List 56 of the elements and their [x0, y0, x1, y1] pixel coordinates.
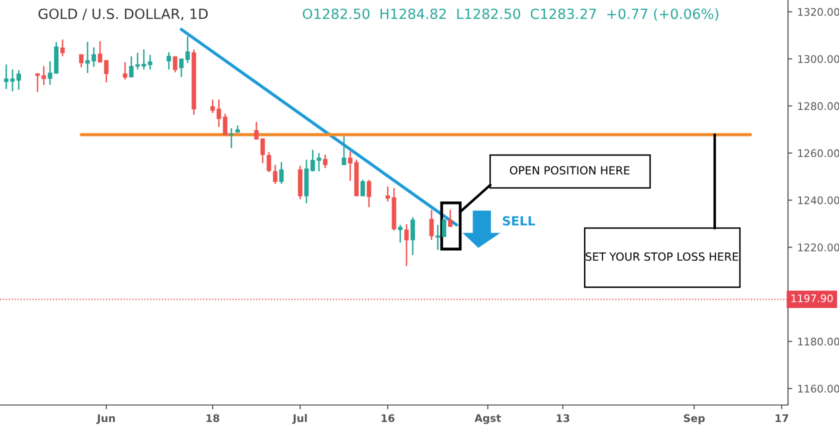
- candlestick: [166, 52, 172, 70]
- candlestick: [60, 38, 65, 57]
- candlestick: [366, 179, 372, 208]
- candlestick: [322, 154, 328, 169]
- candlestick: [10, 68, 15, 92]
- y-tick-label: 1260.00: [798, 149, 839, 158]
- candlestick: [172, 56, 178, 73]
- candlestick: [185, 36, 190, 64]
- candlestick: [442, 218, 446, 238]
- text: GOLD / U.S. DOLLAR, 1D: [38, 8, 208, 20]
- candlestick: [360, 179, 365, 197]
- candlestick: [4, 64, 8, 90]
- candlestick: [42, 65, 46, 86]
- candlestick: [16, 69, 21, 90]
- candlestick: [386, 186, 390, 202]
- candlestick: [266, 151, 272, 173]
- ref-line-label: 1197.90: [792, 294, 833, 302]
- candlestick: [35, 72, 40, 93]
- candlestick: [254, 121, 259, 140]
- y-tick-label: 1280.00: [798, 102, 839, 110]
- candlestick: [342, 136, 346, 166]
- y-tick-label: 1160.00: [798, 384, 839, 393]
- candlestick: [229, 127, 234, 149]
- x-tick-label: Sep: [684, 414, 705, 424]
- candlestick: [148, 54, 152, 70]
- y-tick-label: 1320.00: [798, 8, 839, 16]
- candlestick: [222, 113, 228, 136]
- x-tick-label: 18: [206, 414, 220, 422]
- candlestick: [398, 224, 402, 244]
- x-tick-label: Jul: [292, 414, 307, 424]
- x-tick-label: 13: [556, 414, 570, 422]
- annotation: OPEN POSITION HERE: [510, 166, 630, 175]
- candlestick: [348, 150, 352, 182]
- text: O1282.50 H1284.82 L1282.50 C1283.27 +0.77 (+0.06%): [302, 8, 718, 21]
- y-tick-label: 1300.00: [798, 55, 839, 63]
- candlestick: [272, 164, 278, 185]
- y-tick-label: 1220.00: [798, 243, 839, 252]
- candlestick: [410, 216, 415, 256]
- x-tick-label: 16: [382, 414, 394, 422]
- x-tick-label: Agst: [474, 414, 501, 424]
- candlestick: [260, 138, 265, 164]
- y-tick-label: 1240.00: [798, 196, 839, 204]
- candlestick: [122, 61, 128, 80]
- y-tick-label: 1180.00: [798, 338, 839, 346]
- candlestick: [279, 161, 284, 185]
- candlestick: [436, 224, 440, 251]
- candlestick: [179, 58, 184, 78]
- candlestick: [429, 209, 434, 241]
- candlestick: [79, 54, 84, 68]
- x-tick-label: Jun: [96, 414, 115, 424]
- annotation: SET YOUR STOP LOSS HERE: [586, 252, 738, 261]
- candlestick: [404, 223, 409, 267]
- annotation: SELL: [502, 216, 536, 226]
- candlestick: [129, 56, 134, 78]
- x-tick-label: 17: [776, 414, 788, 422]
- candlestick: [448, 209, 453, 228]
